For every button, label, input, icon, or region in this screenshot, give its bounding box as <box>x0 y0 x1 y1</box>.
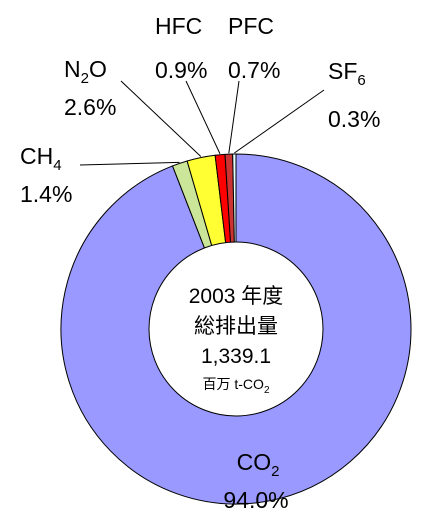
slice-labels: CO2 94.0% CH4 1.4% N2O 2.6% HFC 0.9% PFC 0.7% SF6 0… <box>20 13 380 513</box>
slice-name-label-n2o: N2O <box>64 56 107 87</box>
leader-line-n2o <box>120 80 202 157</box>
slice-name-label-ch4: CH4 <box>20 143 62 174</box>
slice-value-label-co2: 94.0% <box>223 487 288 513</box>
leader-line-ch4 <box>79 161 180 166</box>
slice-name-label-sf6: SF6 <box>328 58 366 89</box>
leader-line-hfc <box>185 80 221 154</box>
slice-name-label-co2: CO2 <box>237 449 280 480</box>
center-year-label: 2003 年度 <box>189 285 284 308</box>
leader-lines <box>79 80 325 166</box>
center-total-value: 1,339.1 <box>201 345 271 368</box>
center-total-label: 総排出量 <box>194 315 278 338</box>
center-unit-main: 百万 t-CO <box>202 376 264 392</box>
slice-value-label-ch4: 1.4% <box>20 181 72 207</box>
leader-line-sf6 <box>234 89 325 154</box>
center-unit-sub: 2 <box>264 385 270 396</box>
slice-value-label-pfc: 0.7% <box>228 57 280 83</box>
center-hole <box>148 241 324 417</box>
slice-name-label-hfc: HFC <box>155 13 202 39</box>
center-unit-label: 百万 t-CO2 <box>202 376 269 396</box>
slice-value-label-n2o: 2.6% <box>64 94 116 120</box>
leader-line-pfc <box>228 80 240 154</box>
slice-name-label-pfc: PFC <box>228 13 274 39</box>
slice-value-label-hfc: 0.9% <box>155 57 207 83</box>
slice-value-label-sf6: 0.3% <box>328 106 380 132</box>
